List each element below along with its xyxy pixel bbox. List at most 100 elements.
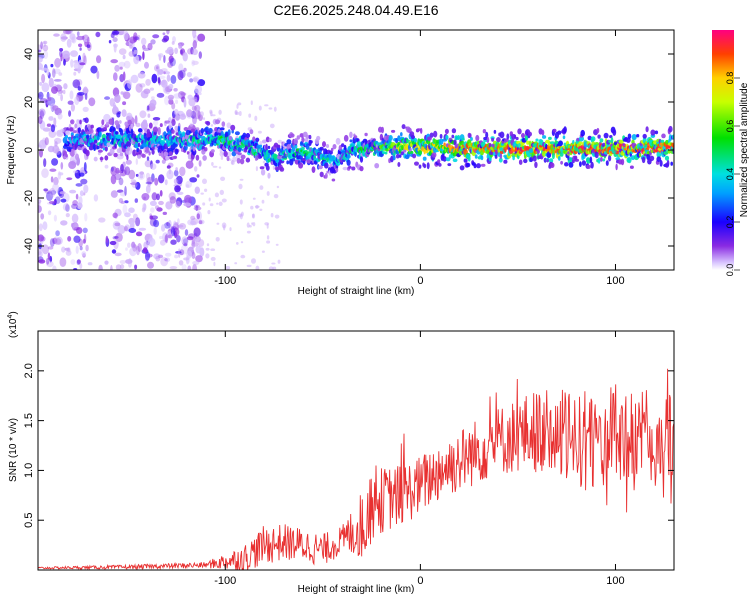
spectrogram-point-902 [255, 204, 259, 209]
spectrogram-point-739 [38, 62, 43, 70]
spectrogram-point-147 [41, 82, 50, 93]
spectrogram-point-797 [121, 109, 127, 117]
spectrogram-point-684 [65, 213, 70, 218]
spectrogram-point-677 [150, 207, 155, 213]
spectrogram-point-232 [176, 175, 183, 185]
spectrogram-point-127 [46, 261, 54, 268]
spectrogram-point-192 [151, 192, 158, 201]
spectrogram-point-1616 [267, 145, 271, 150]
spectrogram-y-label: Frequency (Hz) [6, 116, 17, 185]
spectrogram-point-888 [250, 100, 253, 105]
spectrogram-point-1881 [343, 134, 349, 142]
spectrogram-point-712 [50, 190, 57, 195]
spectrogram-point-906 [218, 166, 222, 169]
spectrogram-point-618 [38, 56, 43, 63]
spectrogram-point-730 [129, 45, 133, 49]
spectrogram-point-872 [277, 259, 281, 264]
spectrogram-point-223 [70, 50, 78, 57]
spectrogram-point-823 [236, 153, 239, 159]
spectrogram-point-844 [270, 213, 274, 218]
spectrogram-point-726 [189, 177, 198, 183]
spectrogram-point-1517 [237, 152, 242, 156]
spectrogram-point-2609 [557, 130, 562, 135]
spectrogram-point-775 [182, 52, 188, 62]
spectrogram-point-1141 [127, 119, 132, 126]
spectrogram-point-185 [149, 87, 154, 91]
spectrogram-point-897 [259, 208, 263, 211]
snr-multiplier: (x104) [7, 311, 19, 338]
spectrogram-point-2228 [445, 157, 451, 162]
spectrogram-point-1669 [282, 141, 287, 148]
spectrogram-point-1749 [305, 134, 310, 139]
spectrogram-point-840 [219, 189, 224, 195]
spectrogram-point-2297 [465, 162, 471, 168]
spectrogram-point-2608 [558, 156, 561, 161]
spectrogram-point-1813 [324, 172, 328, 179]
spectrogram-point-469 [134, 264, 138, 270]
spectrogram-point-766 [53, 33, 60, 37]
spectrogram-point-328 [50, 176, 54, 183]
spectrogram-point-505 [189, 122, 194, 127]
spectrogram-point-500 [60, 94, 63, 102]
spectrogram-point-1649 [276, 144, 281, 148]
spectrogram-point-336 [162, 32, 166, 36]
colorbar-ticks: 0.0 0.2 0.4 0.6 0.8 [725, 72, 740, 276]
spectrogram-point-781 [157, 254, 164, 259]
spectrogram-point-2573 [546, 151, 552, 158]
spectrogram-point-791 [82, 238, 86, 244]
spectrogram-point-24 [114, 236, 119, 239]
spectrogram-point-603 [52, 145, 60, 154]
spectrogram-point-1837 [331, 178, 336, 182]
spectrogram-x-label: Height of straight line (km) [298, 286, 415, 297]
spectrogram-point-961 [75, 153, 79, 161]
spectrogram-point-793 [78, 172, 85, 177]
spectrogram-point-2633 [564, 162, 569, 167]
spectrogram-point-1933 [359, 166, 364, 172]
spectrogram-point-945 [70, 119, 75, 125]
spectrogram-point-211 [139, 171, 144, 175]
spectrogram-point-2949 [656, 156, 662, 162]
spectrogram-point-597 [186, 109, 193, 118]
spectrogram-point-894 [199, 111, 204, 117]
spectrogram-point-2197 [437, 159, 441, 164]
spectrogram-point-2185 [433, 130, 438, 138]
spectrogram-point-548 [83, 162, 87, 172]
spectrogram-point-648 [63, 30, 70, 35]
spectrogram-point-470 [118, 48, 127, 55]
spectrogram-point-2433 [506, 133, 510, 140]
spectrogram-point-385 [83, 39, 90, 42]
spectrogram-point-1461 [221, 121, 226, 127]
spectrogram-point-1289 [171, 129, 175, 135]
spectrogram-point-210 [82, 106, 89, 112]
spectrogram-point-1009 [88, 128, 94, 134]
spectrogram-x-tick-label-0: -100 [214, 275, 236, 287]
spectrogram-point-1182 [141, 134, 145, 140]
spectrogram-point-578 [153, 227, 157, 235]
spectrogram-point-607 [58, 72, 63, 76]
snr-y-tick-label-2: 1.5 [23, 413, 35, 428]
spectrogram-point-2909 [645, 126, 649, 133]
spectrogram-point-899 [226, 151, 232, 157]
spectrogram-point-625 [60, 33, 67, 42]
spectrogram-point-1057 [103, 126, 107, 131]
spectrogram-point-355 [43, 50, 49, 59]
snr-multiplier-close: ) [8, 311, 19, 314]
spectrogram-point-851 [268, 107, 273, 110]
spectrogram-point-475 [120, 264, 125, 270]
spectrogram-point-477 [187, 48, 193, 55]
spectrogram-point-2097 [407, 127, 412, 133]
spectrogram-point-621 [135, 181, 141, 190]
spectrogram-point-2361 [485, 131, 489, 139]
spectrogram-point-722 [171, 102, 176, 110]
spectrogram-point-1148 [130, 128, 134, 135]
spectrogram-point-253 [110, 190, 118, 198]
spectrogram-point-841 [202, 117, 206, 120]
spectrogram-point-2584 [549, 141, 555, 145]
spectrogram-point-390 [179, 166, 186, 177]
spectrogram-point-549 [177, 70, 184, 81]
spectrogram-point-450 [192, 263, 197, 270]
spectrogram-point-2761 [601, 142, 607, 148]
spectrogram-point-2249 [451, 128, 457, 134]
spectrogram-x-ticks: -100 0 100 [214, 30, 625, 287]
spectrogram-point-857 [269, 123, 275, 129]
